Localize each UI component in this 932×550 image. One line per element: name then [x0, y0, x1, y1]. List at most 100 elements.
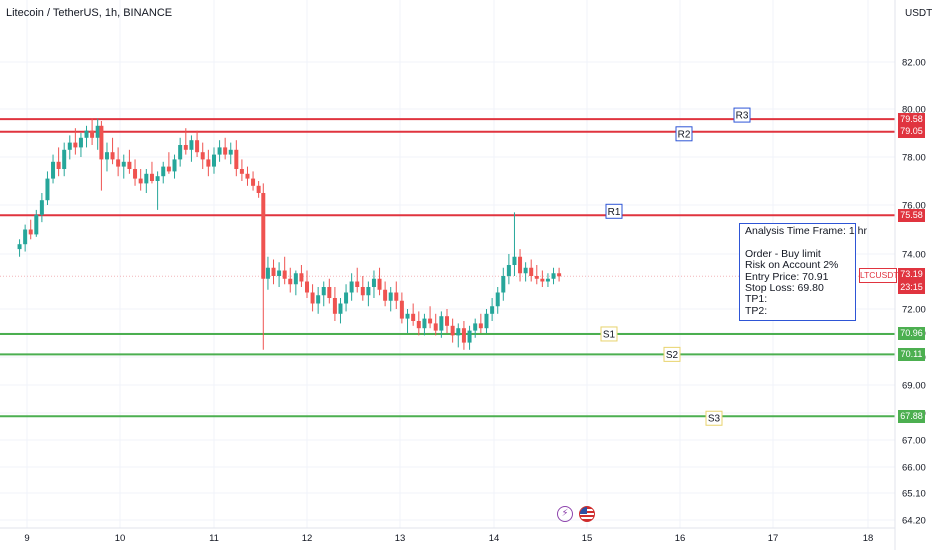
- x-tick-label: 17: [768, 533, 779, 544]
- levels: [0, 118, 895, 418]
- candle-body: [73, 142, 78, 148]
- candle-body: [416, 321, 421, 329]
- symbol-tag: LTCUSDT: [859, 268, 899, 283]
- candle-body: [518, 256, 523, 274]
- current-price-tag: 73.19 23:15: [898, 268, 925, 294]
- level-boxes: R3 R2 R1 S1 S2 S3: [600, 107, 751, 426]
- price-tag-s2: 70.11: [898, 347, 925, 361]
- candle-body: [256, 185, 261, 193]
- candle-body: [39, 200, 44, 215]
- candle-body: [288, 278, 293, 285]
- candle-body: [84, 130, 89, 138]
- analysis-line: Order - Buy limit: [745, 247, 821, 260]
- level-box-r2: [675, 126, 693, 142]
- candle-body: [183, 145, 188, 150]
- analysis-line: Analysis Time Frame: 1 hr: [745, 225, 867, 237]
- x-tick-label: 9: [24, 533, 29, 544]
- candle-body: [195, 140, 200, 153]
- x-tick-label: 11: [209, 533, 219, 544]
- candle-body: [360, 287, 365, 296]
- analysis-note[interactable]: Analysis Time Frame: 1 hr Order - Buy li…: [739, 223, 867, 321]
- candle-body: [355, 281, 360, 287]
- candle-body: [251, 178, 256, 186]
- candle-body: [394, 292, 399, 301]
- candle-body: [212, 154, 216, 167]
- candle-body: [327, 287, 332, 298]
- candle-body: [310, 292, 315, 304]
- y-tick-label: 69.00: [902, 381, 926, 392]
- candle-body: [529, 267, 534, 276]
- candle-body: [405, 313, 410, 319]
- candle-body: [265, 267, 270, 279]
- candle-body: [490, 306, 495, 314]
- candle-body: [557, 273, 562, 277]
- candle-body: [450, 325, 455, 336]
- candle-body: [478, 323, 483, 329]
- candle-body: [534, 276, 539, 279]
- candle-body: [428, 318, 433, 324]
- price-tag-r3: 79.58: [898, 112, 925, 126]
- candle-body: [473, 323, 478, 331]
- candle-body: [239, 169, 244, 174]
- candle-body: [484, 313, 489, 329]
- candle-body: [217, 147, 222, 155]
- currency-label: USDT: [905, 8, 932, 19]
- candle-body: [338, 303, 343, 314]
- candle-body: [228, 149, 233, 155]
- candle-body: [67, 142, 72, 150]
- candle-body: [512, 256, 517, 265]
- level-box-label: R1: [608, 207, 621, 218]
- candle-body: [90, 130, 95, 138]
- candle-body: [523, 267, 528, 274]
- candle-body: [540, 278, 545, 282]
- candle-body: [56, 161, 61, 169]
- candle-body: [223, 147, 228, 155]
- candle-body: [506, 265, 511, 276]
- candle-body: [371, 278, 376, 287]
- candle-body: [282, 270, 287, 279]
- y-tick-label: 82.00: [902, 58, 926, 69]
- candle-body: [172, 159, 177, 172]
- candle-body: [189, 140, 194, 150]
- level-box-label: S2: [666, 350, 679, 361]
- candle-body: [399, 300, 404, 319]
- candle-body: [95, 125, 100, 138]
- candle-body: [200, 152, 205, 160]
- x-tick-label: 13: [395, 533, 406, 544]
- us-flag-icon[interactable]: [579, 506, 595, 522]
- candle-body: [234, 149, 239, 169]
- candle-body: [133, 169, 138, 179]
- candle-body: [166, 166, 171, 172]
- candle-body: [501, 276, 506, 293]
- price-tag-s1: 70.96: [898, 327, 925, 341]
- level-box-r1: [605, 203, 623, 219]
- analysis-line: Risk on Account 2%: [745, 259, 839, 272]
- candle-body: [17, 244, 22, 250]
- level-box-label: R2: [678, 129, 691, 140]
- candle-body: [144, 173, 149, 184]
- current-price-value: 73.19: [900, 269, 923, 279]
- level-box-r3: [733, 107, 751, 123]
- candle-body: [461, 328, 466, 343]
- price-tag-s3: 67.88: [898, 409, 925, 423]
- candle-body: [104, 152, 109, 160]
- candle-body: [277, 270, 282, 276]
- x-tick-label: 10: [115, 533, 126, 544]
- price-tag-r2: 79.05: [898, 125, 925, 139]
- candle-body: [245, 173, 250, 179]
- analysis-line: Entry Price: 70.91: [745, 270, 829, 283]
- candle-body: [28, 229, 33, 235]
- candle-body: [161, 166, 166, 177]
- candle-body: [62, 149, 67, 169]
- y-tick-label: 72.00: [902, 305, 926, 316]
- candle-body: [78, 137, 83, 148]
- bar-countdown: 23:15: [900, 282, 923, 292]
- level-box-label: S3: [708, 414, 721, 425]
- candle-body: [305, 281, 309, 293]
- candle-body: [411, 313, 416, 321]
- candle-body: [271, 267, 276, 276]
- candle-body: [445, 316, 449, 326]
- lightning-icon[interactable]: ⚡: [557, 506, 573, 522]
- x-tick-label: 16: [675, 533, 686, 544]
